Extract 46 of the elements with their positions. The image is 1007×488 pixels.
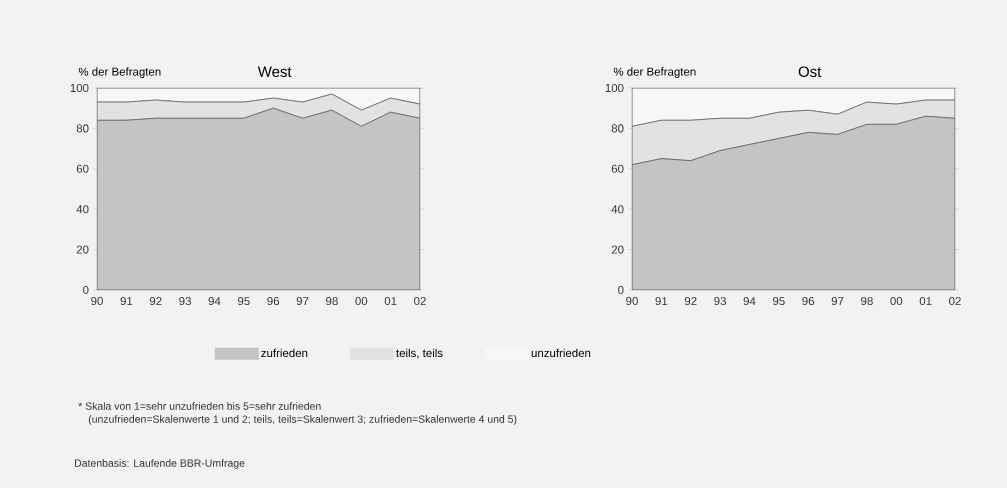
- x-tick-label: 01: [919, 297, 932, 306]
- chart-title: Ost: [798, 66, 822, 77]
- x-tick-label: 98: [861, 297, 873, 306]
- x-tick-label: 92: [149, 297, 162, 306]
- y-tick-label: 80: [611, 124, 624, 133]
- y-tick-label: 40: [76, 205, 89, 214]
- y-axis-title: % der Befragten: [613, 67, 696, 78]
- x-tick-label: 90: [626, 297, 638, 306]
- x-tick-label: 96: [802, 297, 815, 306]
- x-tick-label: 91: [120, 297, 133, 306]
- x-tick-label: 91: [655, 297, 668, 306]
- x-tick-label: 98: [326, 297, 338, 306]
- y-tick-label: 0: [83, 285, 89, 295]
- x-tick-label: 95: [237, 297, 250, 306]
- x-tick-label: 94: [208, 297, 221, 306]
- y-tick-label: 40: [611, 205, 624, 214]
- text: * Skala von 1=sehr unzufrieden bis 5=sehr zufrieden: [78, 402, 321, 410]
- y-tick-label: 60: [76, 164, 89, 173]
- x-tick-label: 02: [949, 297, 961, 306]
- x-tick-label: 93: [714, 297, 726, 306]
- y-tick-label: 80: [76, 124, 89, 133]
- x-tick-label: 97: [831, 297, 844, 306]
- text: (unzufrieden=Skalenwerte 1 und 2; teils, teils=Skalenwert 3; zufrieden=Skalenwerte 4 und 5): [88, 415, 517, 425]
- y-tick-label: 100: [70, 83, 89, 93]
- legend-label: zufrieden: [261, 348, 308, 358]
- y-tick-label: 60: [611, 164, 624, 173]
- y-axis-title: % der Befragten: [78, 67, 161, 78]
- x-tick-label: 93: [179, 297, 191, 306]
- x-tick-label: 00: [355, 297, 368, 306]
- x-tick-label: 94: [743, 297, 756, 306]
- y-tick-label: 20: [76, 245, 89, 254]
- x-tick-label: 97: [296, 297, 309, 306]
- x-tick-label: 01: [384, 297, 397, 306]
- text: Datenbasis: Laufende BBR-Umfrage: [75, 459, 245, 469]
- y-tick-label: 100: [605, 83, 624, 93]
- x-tick-label: 02: [414, 297, 426, 306]
- legend-label: unzufrieden: [531, 348, 591, 358]
- legend-label: teils, teils: [396, 348, 443, 359]
- x-tick-label: 00: [890, 297, 903, 306]
- x-tick-label: 92: [684, 297, 697, 306]
- x-tick-label: 96: [267, 297, 280, 306]
- y-tick-label: 0: [618, 285, 624, 295]
- y-tick-label: 20: [611, 245, 624, 254]
- x-tick-label: 95: [772, 297, 785, 306]
- x-tick-label: 90: [91, 297, 103, 306]
- chart-title: West: [257, 66, 292, 77]
